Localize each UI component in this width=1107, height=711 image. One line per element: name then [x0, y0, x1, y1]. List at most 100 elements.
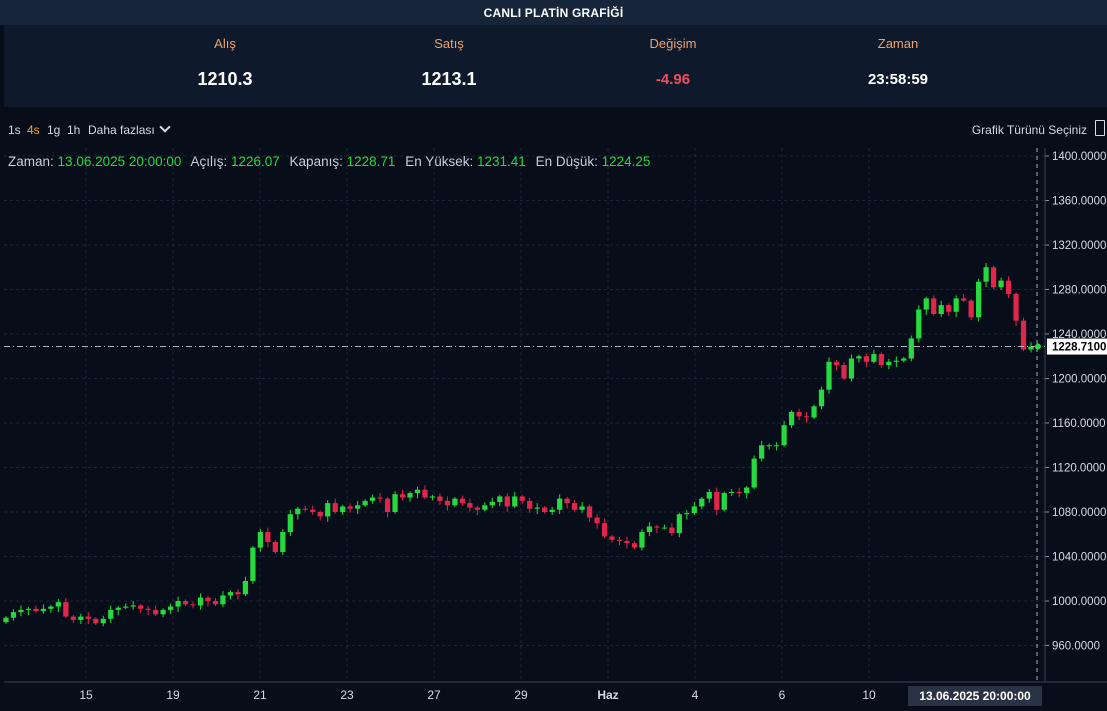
- candle-body: [257, 532, 263, 548]
- crosshair-time-label: 13.06.2025 20:00:00: [919, 689, 1031, 703]
- candle-body: [759, 445, 765, 459]
- candle-body: [931, 298, 937, 314]
- candle-body: [504, 496, 510, 507]
- timeframe-1s[interactable]: 1s: [8, 123, 21, 137]
- candle-body: [100, 618, 106, 624]
- candle-body: [3, 617, 9, 623]
- y-tick-label: 1240.0000: [1052, 329, 1106, 341]
- quote-panel: Alış 1210.3 Satış 1213.1 Değişim -4.96 Z…: [4, 25, 1107, 107]
- candle-body: [983, 267, 989, 282]
- candle-body: [863, 356, 870, 362]
- legend-time-label: Zaman:: [8, 154, 54, 169]
- candle-body: [167, 606, 174, 610]
- candle-body: [407, 493, 413, 498]
- plot-area: [4, 148, 1045, 682]
- legend-high-value: 1231.41: [477, 154, 526, 169]
- ask-value: 1213.1: [421, 69, 477, 89]
- candle-body: [781, 425, 787, 446]
- x-tick-label: 19: [166, 688, 180, 702]
- candle-body: [205, 597, 211, 601]
- timeframe-4s[interactable]: 4s: [27, 123, 40, 137]
- legend-time-value: 13.06.2025 20:00:00: [57, 154, 182, 169]
- candle-body: [714, 491, 720, 510]
- candle-body: [93, 618, 99, 624]
- candle-body: [848, 358, 855, 379]
- candle-body: [818, 389, 825, 407]
- candle-body: [916, 309, 922, 339]
- candle-body: [886, 361, 892, 366]
- candle-body: [1020, 320, 1027, 350]
- candle-body: [63, 602, 69, 617]
- timeframe-1h[interactable]: 1h: [67, 123, 81, 137]
- time-label: Zaman: [877, 36, 919, 51]
- candle-body: [1005, 280, 1012, 294]
- bid-value: 1210.3: [197, 69, 253, 89]
- candle-body: [355, 505, 361, 509]
- candle-body: [856, 356, 862, 359]
- candle-body: [609, 536, 615, 540]
- candle-body: [826, 361, 832, 390]
- candle-body: [138, 605, 144, 609]
- candle-body: [871, 354, 877, 362]
- candle-body: [751, 458, 757, 488]
- candle-body: [953, 298, 959, 312]
- legend-close-value: 1228.71: [346, 154, 396, 169]
- candle-body: [287, 514, 293, 533]
- title-bar: CANLI PLATİN GRAFİĞİ: [0, 0, 1107, 25]
- candle-body: [512, 496, 518, 507]
- candle-body: [878, 354, 884, 366]
- candle-body: [362, 500, 368, 506]
- candle-body: [684, 513, 690, 515]
- candlestick-icon[interactable]: [1095, 120, 1105, 136]
- y-tick-label: 1280.0000: [1052, 285, 1106, 297]
- candle-body: [18, 609, 24, 613]
- y-tick-label: 1360.0000: [1052, 196, 1106, 208]
- more-timeframes-dropdown[interactable]: Daha fazlası: [88, 121, 171, 137]
- candle-body: [908, 338, 914, 359]
- candle-body: [227, 592, 234, 596]
- candle-body: [744, 487, 750, 494]
- candle-body: [130, 605, 136, 607]
- candle-body: [10, 612, 17, 618]
- candle-body: [250, 547, 256, 581]
- last-price-badge: [1047, 338, 1107, 355]
- candle-body: [384, 498, 391, 512]
- candle-body: [901, 358, 907, 361]
- candle-body: [182, 601, 189, 605]
- y-tick-label: 1200.0000: [1052, 374, 1106, 386]
- candle-body: [399, 494, 406, 498]
- candle-body: [295, 508, 301, 515]
- candle-body: [639, 532, 645, 548]
- candle-body: [893, 360, 899, 362]
- candle-body: [332, 503, 338, 512]
- y-tick-label: 1120.0000: [1052, 463, 1106, 475]
- candle-body: [429, 496, 436, 498]
- timeframe-1g[interactable]: 1g: [47, 123, 61, 137]
- candle-body: [489, 501, 495, 506]
- candle-body: [968, 300, 974, 318]
- candle-body: [676, 514, 682, 534]
- candle-body: [33, 608, 39, 612]
- candle-body: [811, 406, 817, 418]
- y-tick-label: 1040.0000: [1052, 552, 1106, 564]
- candle-body: [115, 607, 121, 610]
- candle-body: [631, 543, 638, 548]
- candle-body: [564, 498, 570, 504]
- candle-body: [265, 532, 271, 543]
- last-price-label: 1228.7100: [1052, 342, 1106, 354]
- candle-body: [55, 602, 61, 607]
- candle-body: [392, 494, 398, 512]
- candle-body: [70, 616, 76, 620]
- x-tick-label: 6: [779, 688, 786, 702]
- legend-low-label: En Düşük:: [535, 154, 598, 169]
- candle-body: [414, 489, 421, 494]
- legend-high-label: En Yüksek:: [405, 154, 474, 169]
- candle-body: [699, 498, 705, 507]
- candle-body: [527, 500, 533, 509]
- candle-body: [774, 445, 780, 447]
- candle-body: [280, 532, 286, 553]
- candle-body: [796, 411, 802, 417]
- candle-body: [242, 580, 249, 595]
- chart-type-selector[interactable]: Grafik Türünü Seçiniz: [971, 123, 1087, 137]
